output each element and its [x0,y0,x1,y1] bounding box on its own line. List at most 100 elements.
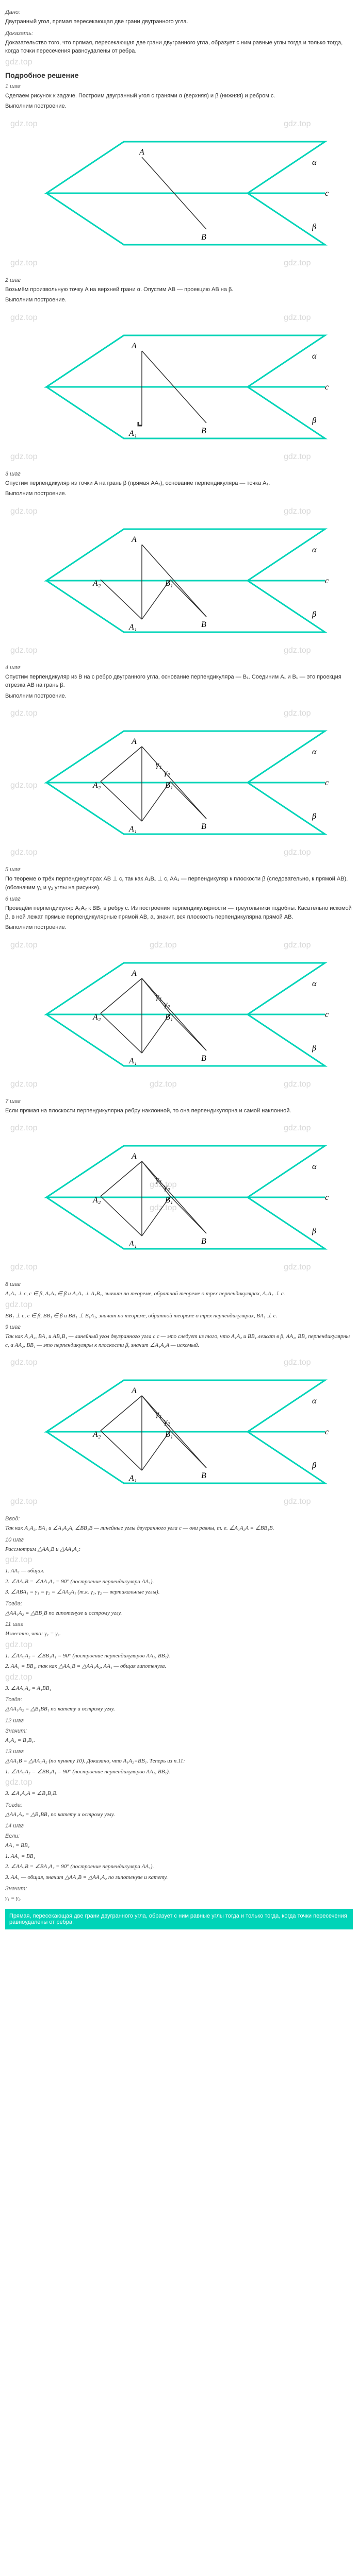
svg-text:gdz.top: gdz.top [284,709,311,718]
svg-text:gdz.top: gdz.top [284,1263,311,1272]
step14-l3: 2. ∠AA₁B = ∠BA₁A₂ = 90° (построение перп… [5,1862,353,1871]
wm11a: gdz.top [5,1640,353,1650]
svg-text:B: B [201,822,206,831]
svg-text:A₂: A₂ [92,1196,101,1205]
svg-text:A₂: A₂ [92,579,101,588]
svg-text:gdz.top: gdz.top [284,452,311,461]
svg-text:α: α [312,352,317,361]
svg-text:α: α [312,1162,317,1171]
svg-text:gdz.top: gdz.top [10,848,38,857]
svg-text:B: B [201,427,206,435]
step13-l1: 1. ∠AA₁A₂ = ∠BB₁A₁ = 90° (построение пер… [5,1768,353,1776]
step10-concl: △AA₁A₂ = △BB₁B по гипотенузе и острому у… [5,1609,353,1618]
step13-label: 13 шаг [5,1749,353,1755]
step4-label: 4 шаг [5,665,353,671]
step14-l1: AA₁ = BB₁ [5,1841,353,1850]
svg-text:c: c [325,1010,329,1019]
svg-text:α: α [312,158,317,167]
svg-text:A₁: A₁ [128,429,137,438]
diagram6: gdz.top gdz.top gdz.top gdz.top gdz.top … [5,1120,353,1276]
step11-text: Известно, что: γ₁ = γ₂. [5,1630,353,1638]
step10-text: Рассмотрим △AA₁B и △AA₁A₂: [5,1545,353,1554]
svg-text:A: A [131,342,137,350]
svg-text:A: A [131,737,137,746]
build4: Выполним построение. [5,692,353,701]
svg-text:β: β [312,1044,316,1053]
esli14: Если: [5,1833,353,1839]
step11-l1: 1. ∠AA₁A₂ = ∠BB₁A₁ = 90° (построение пер… [5,1652,353,1660]
svg-text:c: c [325,1193,329,1202]
step6-label: 6 шаг [5,896,353,902]
svg-text:gdz.top: gdz.top [150,1080,177,1089]
znachit12: Значит: [5,1728,353,1734]
svg-text:A₂: A₂ [92,1013,101,1022]
step8-text1: A₁A₂ ⊥ c, c ∈ β, A₁A₂ ∈ β и A₁A₂ ⊥ A₁B₁,… [5,1290,353,1298]
vvod-text: Так как A₁A₂, BA₁ и ∠A₁A₂A, ∠BB₁B — лине… [5,1524,353,1533]
svg-text:c: c [325,383,329,392]
svg-text:α: α [312,748,317,756]
step1-label: 1 шаг [5,83,353,90]
svg-text:gdz.top: gdz.top [10,1080,38,1089]
svg-text:gdz.top: gdz.top [284,1497,311,1506]
dano-text: Двугранный угол, прямая пересекающая две… [5,18,353,26]
svg-text:gdz.top: gdz.top [10,1358,38,1367]
svg-text:B: B [201,1471,206,1480]
step12-label: 12 шаг [5,1718,353,1724]
svg-text:B: B [201,1054,206,1063]
svg-text:gdz.top: gdz.top [150,941,177,950]
svg-text:B₁: B₁ [165,579,173,588]
wm10: gdz.top [5,1555,353,1565]
svg-text:A: A [139,148,144,157]
svg-text:A₁: A₁ [128,623,137,632]
svg-text:A₁: A₁ [128,1057,137,1065]
final-answer: Прямая, пересекающая две грани двугранно… [5,1909,353,1929]
dano-label: Дано: [5,9,353,15]
wm8: gdz.top [5,1300,353,1310]
svg-text:A₁: A₁ [128,1474,137,1483]
svg-text:A₁: A₁ [128,825,137,834]
svg-text:gdz.top: gdz.top [10,1263,38,1272]
svg-text:B₁: B₁ [165,1196,173,1205]
watermark: gdz.top [5,58,353,67]
svg-text:gdz.top: gdz.top [284,848,311,857]
build1: Выполним построение. [5,102,353,111]
solution-title: Подробное решение [5,71,353,79]
svg-text:α: α [312,1397,317,1405]
svg-text:gdz.top: gdz.top [284,941,311,950]
svg-text:c: c [325,189,329,198]
step11-label: 11 шаг [5,1621,353,1628]
svg-text:B₁: B₁ [165,781,173,790]
svg-text:c: c [325,778,329,787]
dokazat-label: Доказать: [5,30,353,37]
svg-text:A: A [131,1386,137,1395]
step10-label: 10 шаг [5,1537,353,1543]
step9-text: Так как A₁A₂, BA₁ и AB₁B₁ — линейный уго… [5,1332,353,1349]
svg-text:β: β [312,223,316,231]
build2: Выполним построение. [5,296,353,304]
svg-text:gdz.top: gdz.top [284,313,311,322]
step8-label: 8 шаг [5,1281,353,1287]
step2-text: Возьмём произвольную точку A на верхней … [5,285,353,294]
step3-label: 3 шаг [5,471,353,477]
svg-text:gdz.top: gdz.top [10,1497,38,1506]
step10-l2: 2. ∠AA₁B = ∠AA₁A₂ = 90° (построение перп… [5,1578,353,1586]
svg-text:B: B [201,620,206,629]
svg-text:gdz.top: gdz.top [150,1204,177,1212]
svg-text:A₂: A₂ [92,1430,101,1439]
svg-text:B₁: B₁ [165,1430,173,1439]
step5-text: По теореме о трёх перпендикулярах AB ⊥ c… [5,875,353,892]
svg-text:gdz.top: gdz.top [10,452,38,461]
svg-text:A₂: A₂ [92,781,101,790]
svg-text:gdz.top: gdz.top [284,120,311,128]
svg-text:β: β [312,812,316,821]
svg-text:A: A [131,969,137,978]
znachit14: Значит: [5,1886,353,1892]
step13-text: △AA₁B = △AA₁A₂ (по пункту 10). Доказано,… [5,1757,353,1766]
step5-label: 5 шаг [5,867,353,873]
togda11: Тогда: [5,1697,353,1703]
svg-text:gdz.top: gdz.top [284,1080,311,1089]
step14-label: 14 шаг [5,1823,353,1829]
svg-text:gdz.top: gdz.top [284,507,311,516]
wm11b: gdz.top [5,1673,353,1682]
diagram4: gdz.top gdz.top gdz.top gdz.top gdz.top … [5,705,353,861]
